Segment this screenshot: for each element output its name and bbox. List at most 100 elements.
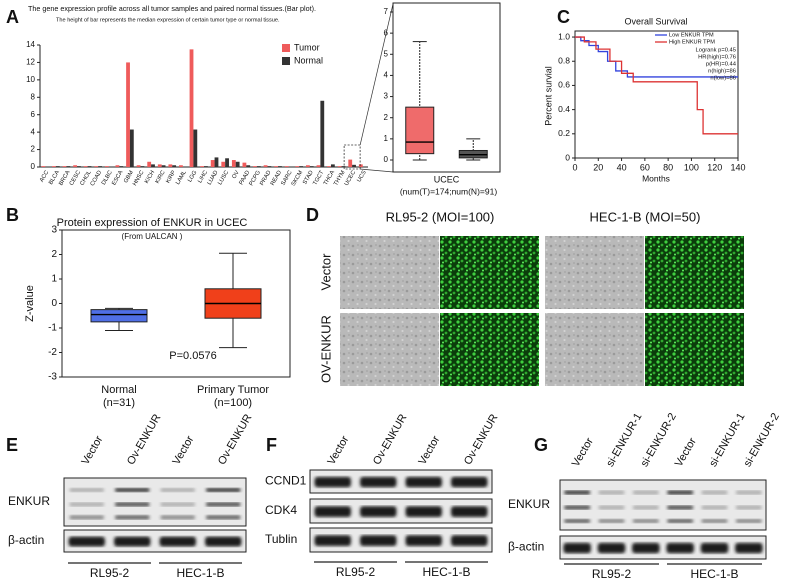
- panel-letter: B: [6, 205, 19, 225]
- blot-band: [314, 476, 351, 488]
- fluorescence-image: [440, 313, 539, 386]
- bar: [225, 158, 229, 167]
- bar: [352, 164, 356, 167]
- protein-label: Tublin: [265, 532, 297, 546]
- bar: [348, 159, 353, 167]
- y-tick-label: 3: [384, 92, 389, 101]
- blot-band: [666, 542, 694, 554]
- legend-label: High ENKUR TPM: [669, 39, 715, 45]
- x-tick-label: LGG: [187, 169, 199, 183]
- bar: [337, 166, 342, 167]
- bar: [52, 166, 56, 167]
- blot-band: [68, 536, 105, 547]
- blot-band: [563, 542, 591, 554]
- y-tick-label: 0.2: [558, 128, 570, 138]
- blot-band: [735, 505, 762, 510]
- blot-band: [114, 515, 150, 520]
- y-label: Z-value: [24, 285, 36, 322]
- lane-label: si-ENKUR-2: [742, 411, 782, 469]
- x-tick-label: Primary Tumor: [197, 384, 269, 396]
- y-tick-label: 3: [51, 225, 57, 236]
- blot-band: [735, 490, 762, 495]
- lane-label: Ov-ENKUR: [371, 412, 410, 467]
- bar: [55, 166, 60, 167]
- bar: [284, 166, 289, 167]
- lane-label: si-ENKUR-1: [604, 411, 644, 469]
- x-tick-label: KIRC: [155, 170, 167, 185]
- protein-label: ENKUR: [508, 497, 550, 511]
- cell-line-label: HEC-1-B: [176, 566, 224, 580]
- blot-band: [205, 502, 241, 507]
- bar: [73, 165, 78, 167]
- x-tick-note: (n=100): [214, 397, 252, 409]
- blot-band: [451, 535, 488, 546]
- blot-band: [597, 542, 626, 554]
- protein-label: CDK4: [265, 503, 297, 517]
- x-tick-label: UCS: [356, 170, 367, 184]
- bar: [41, 166, 46, 167]
- x-label: Months: [642, 173, 670, 183]
- cell-line-label: HEC-1-B: [690, 567, 738, 581]
- column-title: RL95-2 (MOI=100): [386, 209, 495, 224]
- blot-band: [632, 519, 659, 523]
- x-tick-label: 140: [730, 162, 745, 172]
- cell-line-label: RL95-2: [336, 565, 376, 579]
- bar: [98, 166, 103, 167]
- bar: [94, 166, 99, 167]
- blot-band: [405, 535, 442, 546]
- x-tick-label: Normal: [101, 384, 136, 396]
- bar: [305, 165, 310, 167]
- blot-membrane: [63, 529, 247, 553]
- blot-band: [632, 505, 659, 510]
- bar: [210, 160, 215, 167]
- bar: [62, 166, 67, 167]
- x-tick-label: LIHC: [197, 170, 209, 184]
- x-tick-label: 120: [707, 162, 722, 172]
- lane-label: Vector: [416, 434, 442, 467]
- y-tick-label: 0: [51, 298, 57, 309]
- y-tick-label: 7: [384, 7, 389, 16]
- x-tick-label: LUSC: [217, 170, 230, 186]
- blot-band: [451, 476, 488, 488]
- blot-band: [701, 490, 728, 495]
- y-tick-label: -2: [48, 347, 57, 358]
- y-label: Percent survial: [543, 66, 553, 126]
- bar: [126, 62, 130, 167]
- bar: [274, 166, 279, 167]
- lane-label: Ov-ENKUR: [216, 412, 255, 467]
- y-tick-label: 6: [31, 110, 36, 119]
- brightfield-image: [340, 236, 439, 309]
- chart-subtitle: The height of bar represents the median …: [56, 17, 280, 23]
- x-label: UCEC: [434, 174, 460, 184]
- lane-label: Vector: [673, 436, 699, 469]
- y-tick-label: 8: [31, 92, 36, 101]
- blot-band: [160, 502, 196, 507]
- blot-band: [205, 536, 242, 547]
- annotation: n(high)=86: [708, 69, 736, 75]
- lane-label: Vector: [170, 434, 196, 467]
- survival-curve: [575, 36, 738, 135]
- y-tick-label: 4: [31, 127, 36, 136]
- bar: [235, 161, 240, 167]
- annotation: Logrank p=0.45: [696, 48, 736, 54]
- bar: [140, 166, 145, 167]
- bar: [309, 166, 314, 167]
- protein-label: CCND1: [265, 474, 307, 488]
- blot-band: [69, 515, 105, 520]
- brightfield-image: [340, 313, 439, 386]
- lane-label: Vector: [325, 434, 351, 467]
- fluorescence-image: [645, 236, 744, 309]
- bar: [179, 165, 183, 167]
- cell-line-label: HEC-1-B: [422, 565, 470, 579]
- annotation: n(low)=86: [710, 76, 736, 82]
- x-tick-label: OV: [231, 170, 240, 180]
- blot-band: [598, 505, 625, 510]
- x-tick-label: 80: [663, 162, 673, 172]
- x-tick-label: ACC: [39, 170, 50, 184]
- bar: [316, 165, 321, 167]
- highlight-box: [343, 144, 361, 170]
- x-tick-label: 0: [572, 162, 577, 172]
- x-tick-note: (n=31): [103, 397, 135, 409]
- bar: [147, 161, 152, 167]
